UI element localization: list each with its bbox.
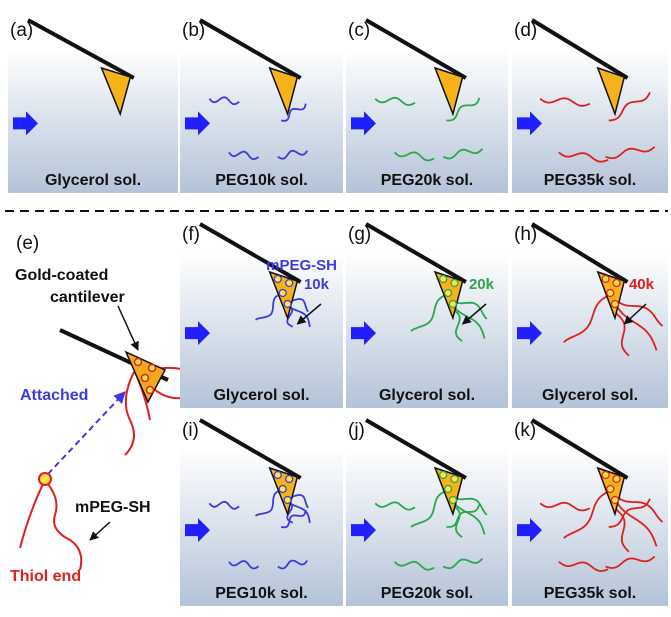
gold-dot	[279, 486, 286, 493]
schematic: (e) Gold-coated cantilever Attached mPEG…	[10, 233, 190, 585]
caption: PEG10k sol.	[215, 585, 308, 602]
caption: PEG20k sol.	[381, 172, 474, 189]
panel-label: (i)	[182, 420, 199, 441]
caption: PEG35k sol.	[544, 172, 637, 189]
caption: Glycerol sol.	[213, 387, 309, 404]
panel: (k) PEG35k sol.	[512, 420, 668, 606]
panel-label: (e)	[16, 233, 39, 254]
gold-dot	[274, 472, 281, 479]
panel-label: (c)	[348, 20, 370, 41]
gold-dot	[440, 276, 447, 283]
figure: (e) Gold-coated cantilever Attached mPEG…	[0, 0, 671, 612]
gold-dot	[284, 497, 291, 504]
gold-dot	[445, 486, 452, 493]
gold-dot	[613, 476, 620, 483]
free-chain	[20, 480, 81, 570]
thiol-group	[39, 473, 51, 485]
pointer	[90, 522, 110, 540]
panel: (f) Glycerol sol. mPEG-SH 10k	[180, 224, 343, 408]
panel: (d)PEG35k sol.	[512, 20, 668, 193]
caption: PEG35k sol.	[544, 585, 637, 602]
cantilever-label: cantilever	[50, 289, 125, 306]
gold-dot	[286, 280, 293, 287]
panel: (g)Glycerol sol.20k	[346, 224, 508, 408]
gold-dot	[613, 280, 620, 287]
attached-label: Attached	[20, 387, 88, 404]
annotation: 10k	[304, 276, 330, 293]
gold-dot	[611, 301, 618, 308]
caption: Glycerol sol.	[379, 387, 475, 404]
gold-dot	[286, 476, 293, 483]
gold-dot	[274, 276, 281, 283]
polymer-label: mPEG-SH	[75, 499, 151, 516]
panel: (j) PEG20k sol.	[346, 420, 508, 606]
panel: (b)PEG10k sol.	[180, 20, 343, 193]
gold-dot	[611, 497, 618, 504]
attach-arrow	[48, 392, 125, 474]
gold-dot	[445, 290, 452, 297]
thiol-label: Thiol end	[10, 568, 81, 585]
panel: (c) PEG20k sol.	[346, 20, 508, 193]
caption: Glycerol sol.	[542, 387, 638, 404]
gold-dot	[279, 290, 286, 297]
gold-dot	[602, 276, 609, 283]
caption: Glycerol sol.	[45, 172, 141, 189]
panel-label: (k)	[514, 420, 536, 441]
annotation: 40k	[629, 276, 655, 293]
cantilever-label: Gold-coated	[15, 267, 108, 284]
panel: (h)Glycerol sol.40k	[512, 224, 668, 408]
panel-label: (j)	[348, 420, 365, 441]
panel: (i) PEG10k sol.	[180, 420, 343, 606]
gold-dot	[284, 301, 291, 308]
gold-dot	[602, 472, 609, 479]
caption: PEG20k sol.	[381, 585, 474, 602]
annotation: mPEG-SH	[266, 257, 337, 274]
gold-dot	[451, 476, 458, 483]
gold-dot	[449, 497, 456, 504]
panel: (a)Glycerol sol.	[8, 20, 178, 193]
gold-dot	[449, 301, 456, 308]
panel-label: (f)	[182, 224, 200, 245]
gold-dot	[607, 486, 614, 493]
gold-dot	[451, 280, 458, 287]
pointer	[118, 306, 138, 350]
annotation: 20k	[469, 276, 495, 293]
gold-dot	[440, 472, 447, 479]
caption: PEG10k sol.	[215, 172, 308, 189]
gold-dot	[607, 290, 614, 297]
